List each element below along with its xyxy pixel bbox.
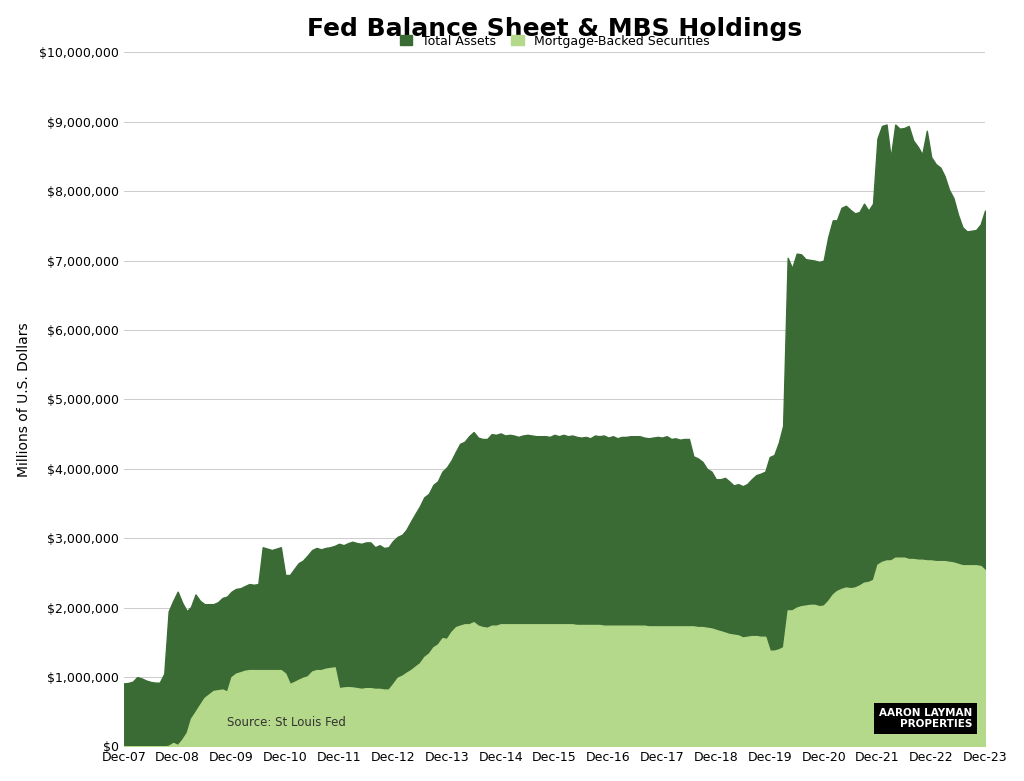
Legend: Total Assets, Mortgage-Backed Securities: Total Assets, Mortgage-Backed Securities — [396, 30, 713, 52]
Title: Fed Balance Sheet & MBS Holdings: Fed Balance Sheet & MBS Holdings — [307, 16, 802, 41]
Text: AARON LAYMAN
PROPERTIES: AARON LAYMAN PROPERTIES — [879, 708, 972, 729]
Y-axis label: Millions of U.S. Dollars: Millions of U.S. Dollars — [16, 322, 31, 476]
Text: Source: St Louis Fed: Source: St Louis Fed — [227, 716, 346, 729]
